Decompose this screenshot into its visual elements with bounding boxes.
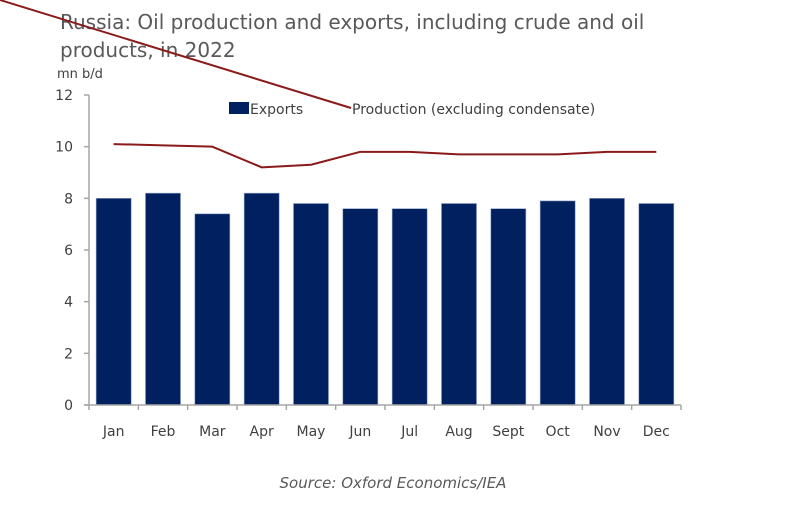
source-note: Source: Oxford Economics/IEA — [279, 474, 507, 492]
bar-exports-aug — [441, 203, 477, 406]
y-tick-label: 6 — [64, 243, 73, 259]
production-line-group — [113, 143, 657, 169]
bar-exports-mar — [194, 213, 231, 406]
legend: Exports Production (excluding condensate… — [0, 0, 595, 118]
x-tick-label: Aug — [445, 424, 472, 440]
x-tick-label: Jul — [400, 424, 418, 440]
legend-label-exports: Exports — [250, 102, 303, 118]
x-tick-label: Mar — [199, 424, 226, 440]
x-tick-label: Sept — [492, 424, 524, 440]
legend-swatch-exports — [229, 102, 249, 114]
bar-exports-jun — [342, 208, 379, 406]
bar-exports-dec — [638, 203, 675, 406]
bar-exports-sept — [490, 208, 527, 406]
exports-bars — [95, 192, 675, 406]
x-tick-label: Nov — [593, 424, 620, 440]
bar-exports-feb — [145, 192, 181, 406]
bar-exports-jan — [95, 198, 132, 406]
x-tick-label: Jan — [102, 424, 125, 440]
production-line — [113, 143, 657, 169]
bar-exports-apr — [243, 192, 280, 406]
x-tick-label: Jun — [348, 424, 371, 440]
legend-swatch-production — [0, 0, 352, 109]
y-tick-label: 4 — [64, 295, 73, 311]
bar-exports-oct — [539, 200, 576, 406]
x-tick-label: Oct — [546, 424, 571, 440]
bar-exports-jul — [391, 208, 428, 406]
x-tick-label: Dec — [643, 424, 670, 440]
y-tick-label: 10 — [55, 140, 73, 156]
x-tick-label: Apr — [250, 424, 274, 440]
legend-label-production: Production (excluding condensate) — [352, 102, 595, 118]
chart-title: Russia: Oil production and exports, incl… — [60, 10, 645, 62]
y-tick-label: 12 — [55, 88, 73, 104]
bar-exports-nov — [589, 198, 625, 406]
y-tick-label: 8 — [64, 191, 73, 207]
axes: 0 2 4 6 8 10 12 Jan Feb Mar Apr May Jun Jul Aug Sept Oct… — [55, 88, 682, 440]
y-tick-label: 2 — [64, 346, 73, 362]
bar-exports-may — [293, 203, 329, 406]
y-tick-label: 0 — [64, 398, 73, 414]
x-tick-label: May — [297, 424, 326, 440]
x-tick-label: Feb — [151, 424, 176, 440]
y-axis-unit-label: mn b/d — [57, 67, 103, 82]
